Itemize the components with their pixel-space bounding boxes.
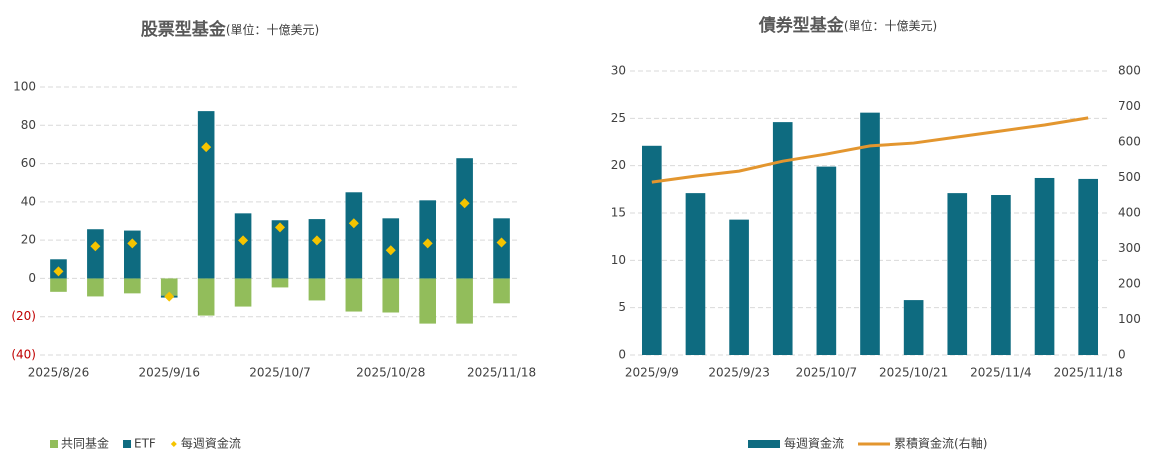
marker	[348, 218, 359, 229]
marker	[238, 235, 249, 246]
y2-tick-label: 200	[1118, 277, 1141, 291]
x-tick-label: 2025/10/7	[249, 366, 311, 380]
bar	[197, 278, 215, 316]
marker	[164, 291, 175, 302]
y-tick-label: 80	[21, 118, 36, 132]
y-tick-label: 10	[611, 253, 626, 267]
legend-label: 累積資金流(右軸)	[894, 436, 987, 451]
y2-tick-label: 500	[1118, 170, 1141, 184]
title-unit: (單位：十億美元)	[844, 18, 937, 33]
y-tick-label: 20	[21, 233, 36, 247]
y-tick-label: 100	[13, 80, 36, 94]
bar	[160, 278, 178, 296]
marker	[127, 238, 138, 249]
marker	[201, 142, 212, 153]
marker	[496, 237, 507, 248]
x-tick-label: 2025/9/16	[138, 366, 200, 380]
bar	[234, 278, 252, 307]
title-unit: (單位：十億美元)	[226, 22, 319, 37]
marker	[90, 241, 101, 252]
bar	[308, 219, 326, 279]
bar	[197, 111, 215, 279]
marker	[275, 222, 285, 233]
chart-title: 股票型基金(單位：十億美元)	[141, 19, 319, 40]
bar	[271, 220, 289, 279]
bar	[685, 193, 706, 355]
x-tick-label: 2025/10/7	[796, 366, 858, 380]
y-tick-label: 0	[618, 348, 626, 362]
y2-tick-label: 0	[1118, 348, 1126, 362]
x-tick-label: 2025/9/9	[625, 366, 679, 380]
bar	[271, 278, 289, 288]
bar	[87, 278, 104, 297]
bar	[345, 278, 363, 312]
bar	[124, 278, 141, 294]
y-tick-label: 30	[611, 64, 626, 78]
y-tick-label: 0	[28, 271, 36, 285]
bar	[903, 300, 924, 355]
y-tick-label: 20	[611, 158, 626, 172]
legend-label: ETF	[134, 437, 156, 451]
x-tick-label: 2025/11/18	[467, 366, 536, 380]
marker	[385, 245, 396, 256]
bar	[729, 219, 749, 355]
chart-title: 債券型基金(單位：十億美元)	[758, 15, 937, 36]
legend-label: 每週資金流	[784, 436, 844, 451]
marker	[311, 235, 322, 246]
bar	[772, 122, 793, 356]
y-tick-label: 25	[611, 111, 626, 125]
y-tick-label: 15	[611, 206, 626, 220]
bar	[1078, 178, 1098, 355]
bar	[493, 218, 510, 279]
y-tick-label: 40	[21, 194, 36, 208]
bar	[642, 145, 662, 355]
bar	[1034, 177, 1055, 355]
x-tick-label: 2025/10/21	[879, 366, 948, 380]
legend-swatch	[123, 440, 132, 448]
bar	[419, 278, 436, 324]
y-tick-label: (20)	[11, 309, 36, 323]
y2-tick-label: 600	[1118, 135, 1141, 149]
y2-tick-label: 300	[1118, 241, 1141, 255]
y2-tick-label: 700	[1118, 99, 1141, 113]
bar	[456, 158, 473, 279]
x-tick-label: 2025/9/23	[708, 366, 770, 380]
x-tick-label: 2025/8/26	[28, 366, 90, 380]
bar	[493, 278, 510, 304]
marker	[459, 198, 470, 209]
bar	[124, 230, 141, 279]
bar	[816, 166, 837, 355]
title-main: 債券型基金	[758, 15, 845, 36]
bar	[345, 192, 363, 279]
bar	[947, 193, 968, 355]
x-tick-label: 2025/10/28	[356, 366, 425, 380]
legend-label: 每週資金流	[181, 436, 241, 451]
bar	[382, 278, 400, 313]
x-tick-label: 2025/11/18	[1054, 366, 1123, 380]
legend-swatch	[170, 441, 177, 447]
bar	[234, 213, 252, 279]
bar	[860, 112, 880, 355]
x-tick-label: 2025/11/4	[970, 366, 1032, 380]
marker	[53, 266, 64, 277]
y-tick-label: 5	[618, 300, 626, 314]
legend-swatch	[50, 440, 58, 448]
legend-label: 共同基金	[61, 436, 109, 451]
y2-tick-label: 400	[1118, 206, 1141, 220]
marker	[422, 238, 433, 249]
bar	[991, 195, 1011, 355]
line	[651, 116, 1089, 184]
bar	[87, 229, 104, 279]
y-tick-label: 60	[21, 156, 36, 170]
title-main: 股票型基金	[141, 19, 227, 40]
bar	[456, 278, 473, 324]
y2-tick-label: 100	[1118, 312, 1141, 326]
bar	[308, 278, 326, 301]
bar	[50, 278, 67, 292]
y-tick-label: (40)	[11, 348, 36, 362]
y2-tick-label: 800	[1118, 64, 1141, 78]
legend-swatch	[748, 440, 780, 448]
